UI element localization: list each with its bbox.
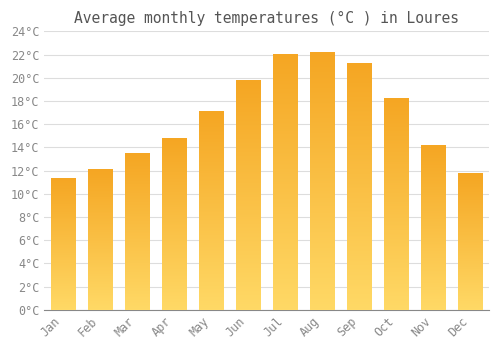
Title: Average monthly temperatures (°C ) in Loures: Average monthly temperatures (°C ) in Lo… xyxy=(74,11,459,26)
